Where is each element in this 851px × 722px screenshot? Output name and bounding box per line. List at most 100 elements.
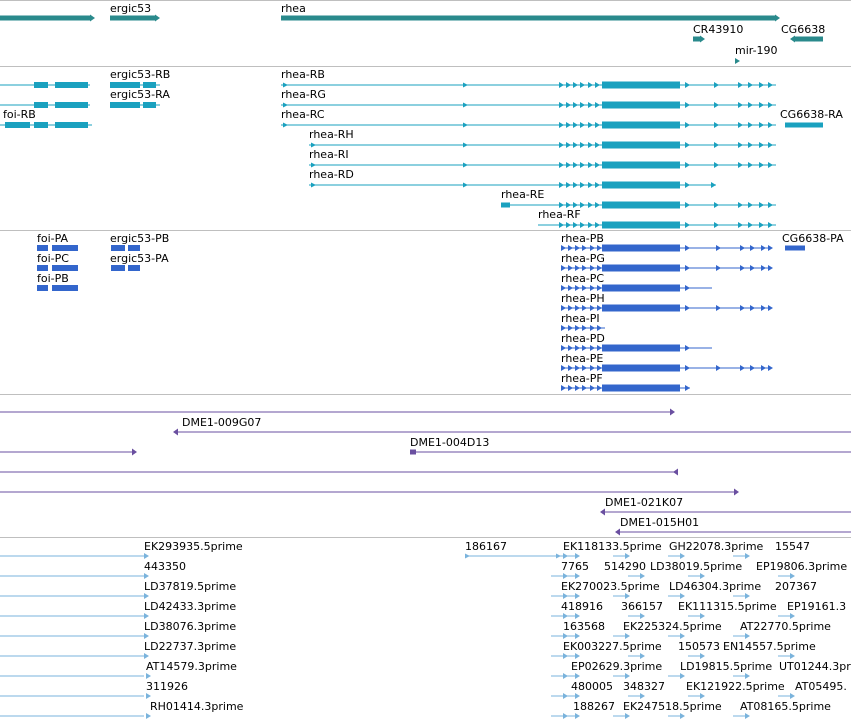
est-glyph[interactable] [144,593,149,599]
est-label[interactable]: LD19815.5prime [680,660,773,673]
protein-glyph[interactable] [561,245,566,251]
protein-glyph[interactable] [37,245,48,251]
protein-glyph[interactable] [602,304,680,312]
protein-glyph[interactable] [685,285,690,291]
transcript-glyph[interactable] [559,142,564,148]
clone-glyph[interactable] [173,428,178,436]
transcript-glyph[interactable] [685,182,690,188]
transcript-glyph[interactable] [685,162,690,168]
transcript-glyph[interactable] [588,142,593,148]
est-label[interactable]: LD22737.3prime [144,640,237,653]
transcript-glyph[interactable] [714,102,719,108]
protein-glyph[interactable] [750,245,755,251]
est-label[interactable]: 348327 [623,680,665,693]
protein-glyph[interactable] [575,285,580,291]
transcript-glyph[interactable] [283,102,288,108]
transcript-glyph[interactable] [311,142,316,148]
clone-label[interactable]: DME1-009G07 [182,416,262,429]
est-glyph[interactable] [790,693,795,699]
est-glyph[interactable] [575,633,580,639]
transcript-glyph[interactable] [559,102,564,108]
est-glyph[interactable] [575,593,580,599]
protein-label[interactable]: rhea-PC [561,272,605,285]
est-glyph[interactable] [790,613,795,619]
gene-glyph[interactable] [700,35,705,43]
est-glyph[interactable] [745,633,750,639]
transcript-glyph[interactable] [685,82,690,88]
gene-glyph[interactable] [90,14,95,22]
protein-glyph[interactable] [37,285,48,291]
transcript-glyph[interactable] [748,202,753,208]
est-glyph[interactable] [745,553,750,559]
protein-label[interactable]: ergic53-PB [110,232,170,245]
transcript-glyph[interactable] [714,142,719,148]
transcript-glyph[interactable] [595,122,600,128]
gene-glyph[interactable] [693,36,700,42]
transcript-glyph[interactable] [759,122,764,128]
transcript-glyph[interactable] [738,122,743,128]
protein-label[interactable]: rhea-PF [561,372,603,385]
transcript-label[interactable]: rhea-RF [538,208,581,221]
gene-glyph[interactable] [110,15,155,21]
est-label[interactable]: AT14579.3prime [146,660,237,673]
est-glyph[interactable] [745,713,750,719]
protein-glyph[interactable] [761,305,766,311]
protein-glyph[interactable] [597,285,602,291]
est-label[interactable]: 163568 [563,620,605,633]
transcript-glyph[interactable] [768,82,773,88]
transcript-label[interactable]: rhea-RH [309,128,354,141]
clone-glyph[interactable] [615,528,620,536]
transcript-glyph[interactable] [768,102,773,108]
protein-glyph[interactable] [561,325,566,331]
protein-glyph[interactable] [590,385,595,391]
protein-glyph[interactable] [575,245,580,251]
transcript-glyph[interactable] [768,142,773,148]
protein-glyph[interactable] [740,265,745,271]
protein-glyph[interactable] [561,305,566,311]
transcript-glyph[interactable] [759,202,764,208]
transcript-glyph[interactable] [748,122,753,128]
est-glyph[interactable] [575,693,580,699]
transcript-glyph[interactable] [55,82,88,88]
transcript-glyph[interactable] [580,82,585,88]
protein-glyph[interactable] [575,305,580,311]
est-label[interactable]: 15547 [775,540,810,553]
transcript-glyph[interactable] [768,122,773,128]
est-label[interactable]: EP02629.3prime [571,660,663,673]
est-glyph[interactable] [640,653,645,659]
protein-glyph[interactable] [568,325,573,331]
gene-label[interactable]: CG6638 [781,23,826,36]
transcript-glyph[interactable] [588,162,593,168]
clone-label[interactable]: DME1-021K07 [605,496,684,509]
transcript-glyph[interactable] [463,102,468,108]
est-glyph[interactable] [575,573,580,579]
est-label[interactable]: 514290 [604,560,646,573]
protein-glyph[interactable] [582,245,587,251]
gene-glyph[interactable] [735,58,740,64]
protein-glyph[interactable] [750,365,755,371]
protein-glyph[interactable] [568,365,573,371]
protein-glyph[interactable] [602,344,680,352]
transcript-glyph[interactable] [759,162,764,168]
protein-glyph[interactable] [111,245,125,251]
protein-glyph[interactable] [582,285,587,291]
protein-glyph[interactable] [761,245,766,251]
est-label[interactable]: GH22078.3prime [669,540,764,553]
protein-label[interactable]: CG6638-PA [782,232,844,245]
transcript-glyph[interactable] [55,102,88,108]
transcript-glyph[interactable] [580,182,585,188]
protein-glyph[interactable] [740,305,745,311]
est-glyph[interactable] [790,653,795,659]
transcript-label[interactable]: CG6638-RA [780,108,843,121]
transcript-glyph[interactable] [463,162,468,168]
protein-glyph[interactable] [575,265,580,271]
transcript-label[interactable]: rhea-RE [501,188,545,201]
est-glyph[interactable] [700,653,705,659]
protein-glyph[interactable] [575,385,580,391]
est-glyph[interactable] [640,693,645,699]
transcript-glyph[interactable] [580,202,585,208]
transcript-glyph[interactable] [566,142,571,148]
transcript-glyph[interactable] [759,222,764,228]
est-label[interactable]: EK225324.5prime [623,620,722,633]
protein-glyph[interactable] [761,265,766,271]
